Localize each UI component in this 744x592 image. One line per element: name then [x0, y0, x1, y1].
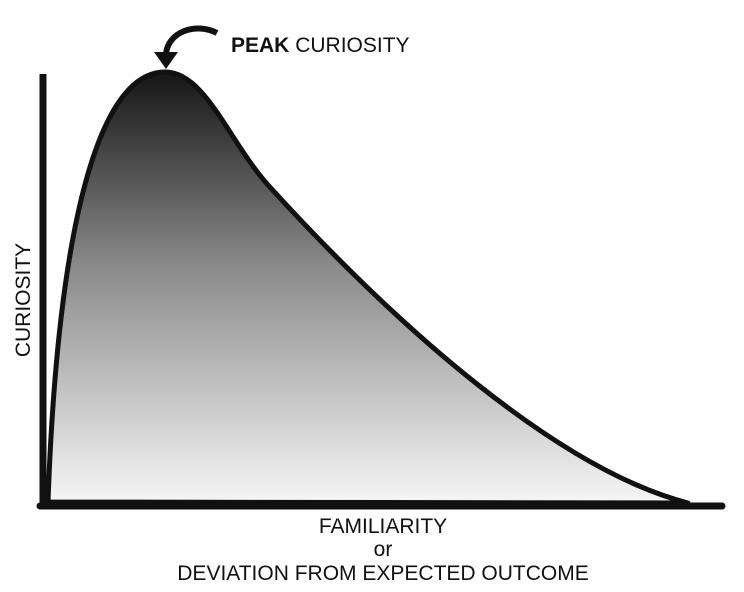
- annotation-text: CURIOSITY: [295, 34, 409, 57]
- arrow-head: [154, 52, 178, 69]
- x-axis-label: or: [374, 538, 393, 561]
- arrow-shaft: [163, 25, 219, 55]
- peak-annotation: PEAK CURIOSITY: [231, 34, 410, 57]
- y-axis-label: CURIOSITY: [12, 243, 35, 357]
- annotation-emphasis: PEAK: [231, 34, 289, 57]
- x-axis-label: FAMILIARITY: [319, 515, 447, 538]
- curve: [45, 69, 691, 506]
- x-axis-label: DEVIATION FROM EXPECTED OUTCOME: [177, 562, 588, 585]
